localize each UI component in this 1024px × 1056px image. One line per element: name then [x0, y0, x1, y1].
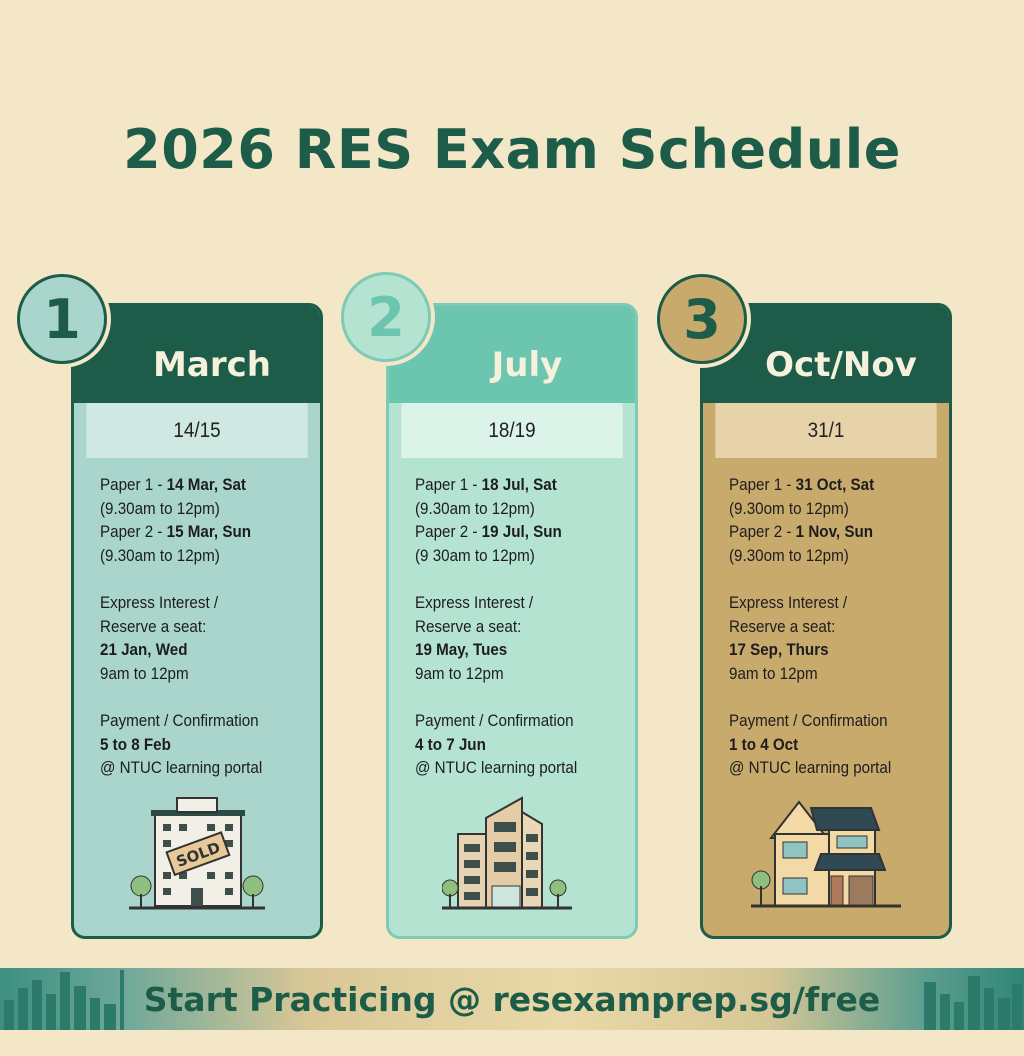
interest-label: Express Interest /	[100, 594, 219, 612]
exam-card-july: July 18/19 Paper 1 - 18 Jul, Sat (9.30am…	[386, 303, 638, 939]
card-dates: 18/19	[401, 403, 623, 458]
cta-text[interactable]: Start Practicing @ resexamprep.sg/free	[143, 979, 881, 1019]
exam-card-oct-nov: Oct/Nov 31/1 Paper 1 - 31 Oct, Sat (9.30…	[700, 303, 952, 939]
sold-apartment-building-icon: SOLD	[129, 797, 265, 910]
paper2-time: (9.30am to 12pm)	[100, 546, 220, 565]
card-body: Paper 1 - 18 Jul, Sat (9.30am to 12pm) P…	[389, 458, 635, 781]
step-badge-3: 3	[657, 274, 747, 364]
interest-date: 21 Jan, Wed	[100, 641, 188, 659]
card-month: March	[153, 345, 271, 385]
payment-portal: @ NTUC learning portal	[415, 759, 578, 777]
payment-date: 1 to 4 Oct	[729, 735, 799, 754]
paper1-date: 18 Jul, Sat	[481, 476, 557, 494]
city-skyline-icon	[4, 970, 124, 1030]
paper1-date: 14 Mar, Sat	[166, 476, 246, 494]
paper2-time: (9 30am to 12pm)	[415, 546, 535, 565]
interest-date: 19 May, Tues	[415, 641, 508, 659]
payment-date: 5 to 8 Feb	[100, 735, 171, 754]
interest-time: 9am to 12pm	[415, 664, 504, 683]
paper1-date: 31 Oct, Sat	[795, 476, 875, 494]
reserve-label: Reserve a seat:	[100, 617, 207, 636]
interest-time: 9am to 12pm	[100, 664, 189, 683]
card-header: March	[74, 306, 320, 403]
card-month: July	[491, 345, 563, 385]
payment-label: Payment / Confirmation	[729, 712, 888, 730]
paper1-time: (9.30am to 12pm)	[415, 499, 535, 518]
condo-building-icon	[442, 796, 572, 910]
step-badge-1: 1	[17, 274, 107, 364]
landed-house-icon	[751, 800, 901, 908]
paper2-date: 19 Jul, Sun	[481, 523, 562, 541]
interest-time: 9am to 12pm	[729, 664, 818, 683]
interest-label: Express Interest /	[415, 594, 534, 612]
card-body: Paper 1 - 31 Oct, Sat (9.30om to 12pm) P…	[703, 458, 949, 781]
paper2-label: Paper 2 -	[415, 523, 482, 541]
paper1-label: Paper 1 -	[415, 476, 482, 494]
paper2-date: 1 Nov, Sun	[795, 523, 873, 541]
payment-date: 4 to 7 Jun	[415, 735, 486, 754]
paper2-label: Paper 2 -	[729, 523, 796, 541]
reserve-label: Reserve a seat:	[415, 617, 522, 636]
card-dates: 14/15	[86, 403, 308, 458]
paper2-date: 15 Mar, Sun	[166, 523, 252, 541]
paper1-time: (9.30om to 12pm)	[729, 499, 849, 518]
step-badge-2: 2	[341, 272, 431, 362]
city-skyline-icon	[924, 976, 1022, 1030]
paper2-label: Paper 2 -	[100, 523, 167, 541]
exam-card-march: March 14/15 Paper 1 - 14 Mar, Sat (9.30a…	[71, 303, 323, 939]
paper1-label: Paper 1 -	[100, 476, 167, 494]
payment-portal: @ NTUC learning portal	[729, 759, 892, 777]
payment-label: Payment / Confirmation	[100, 712, 259, 730]
reserve-label: Reserve a seat:	[729, 617, 836, 636]
paper1-time: (9.30am to 12pm)	[100, 499, 220, 518]
card-month: Oct/Nov	[765, 345, 917, 385]
interest-date: 17 Sep, Thurs	[729, 641, 829, 659]
card-body: Paper 1 - 14 Mar, Sat (9.30am to 12pm) P…	[74, 458, 320, 781]
interest-label: Express Interest /	[729, 594, 848, 612]
card-dates: 31/1	[715, 403, 937, 458]
paper2-time: (9.30om to 12pm)	[729, 546, 849, 565]
paper1-label: Paper 1 -	[729, 476, 796, 494]
payment-portal: @ NTUC learning portal	[100, 759, 263, 777]
cta-banner[interactable]: Start Practicing @ resexamprep.sg/free	[0, 968, 1024, 1030]
payment-label: Payment / Confirmation	[415, 712, 574, 730]
page-title: 2026 RES Exam Schedule	[123, 118, 901, 181]
